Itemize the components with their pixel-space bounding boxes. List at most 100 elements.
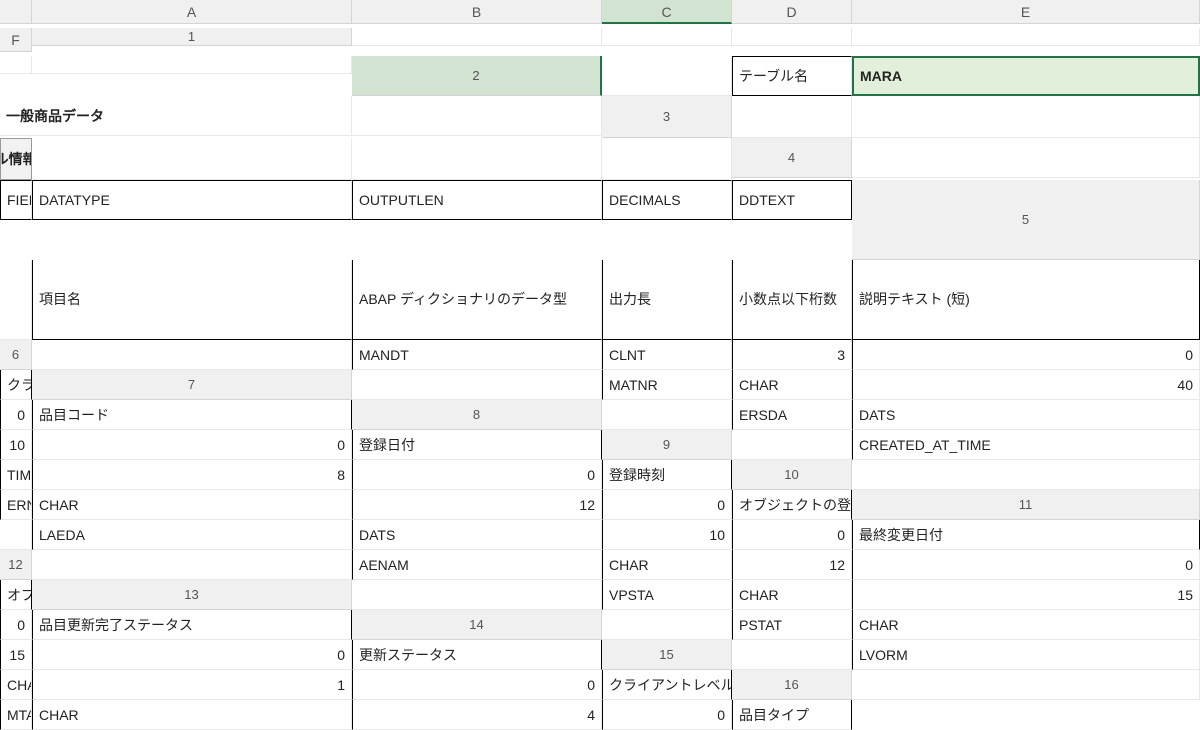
- cell-B9-fieldname[interactable]: CREATED_AT_TIME: [852, 430, 1200, 460]
- row-header-3[interactable]: 3: [602, 96, 732, 138]
- cell-F16-ddtext[interactable]: 品目タイプ: [732, 700, 852, 730]
- cell-A4[interactable]: [852, 138, 1200, 178]
- row-header-6[interactable]: 6: [0, 340, 32, 370]
- cell-E9-decimals[interactable]: 0: [352, 460, 602, 490]
- cell-B4-fieldname-header[interactable]: FIELDNAME: [0, 180, 32, 220]
- col-header-C[interactable]: C: [602, 0, 732, 24]
- cell-B13-fieldname[interactable]: VPSTA: [602, 580, 732, 610]
- cell-C7-datatype[interactable]: CHAR: [732, 370, 852, 400]
- cell-D6-outputlen[interactable]: 3: [732, 340, 852, 370]
- cell-C11-datatype[interactable]: DATS: [352, 520, 602, 550]
- cell-A2[interactable]: [602, 56, 732, 96]
- cell-F1[interactable]: [32, 56, 352, 74]
- row-header-16[interactable]: 16: [732, 670, 852, 700]
- col-header-F[interactable]: F: [0, 28, 32, 52]
- cell-B7-fieldname[interactable]: MATNR: [602, 370, 732, 400]
- row-header-5[interactable]: 5: [852, 180, 1200, 260]
- cell-F14-ddtext[interactable]: 更新ステータス: [352, 640, 602, 670]
- cell-E11-decimals[interactable]: 0: [732, 520, 852, 550]
- cell-A12[interactable]: [32, 550, 352, 580]
- cell-E7-decimals[interactable]: 0: [0, 400, 32, 430]
- cell-E12-decimals[interactable]: 0: [852, 550, 1200, 580]
- spreadsheet-grid[interactable]: A B C D E F 1 2 テーブル名 MARA 一般商品データ 3 テーブ…: [0, 0, 1200, 730]
- cell-D1[interactable]: [852, 28, 1200, 46]
- cell-F12-ddtext[interactable]: オブジェクト変更者名: [0, 580, 32, 610]
- cell-E10-decimals[interactable]: 0: [602, 490, 732, 520]
- cell-A13[interactable]: [352, 580, 602, 610]
- cell-C4-datatype-header[interactable]: DATATYPE: [32, 180, 352, 220]
- cell-F8-ddtext[interactable]: 登録日付: [352, 430, 602, 460]
- cell-A5[interactable]: [0, 260, 32, 340]
- cell-F11-ddtext[interactable]: 最終変更日付: [852, 520, 1200, 550]
- cell-C12-datatype[interactable]: CHAR: [602, 550, 732, 580]
- row-header-7[interactable]: 7: [32, 370, 352, 400]
- cell-C16-datatype[interactable]: CHAR: [32, 700, 352, 730]
- row-header-4[interactable]: 4: [732, 138, 852, 178]
- cell-B12-fieldname[interactable]: AENAM: [352, 550, 602, 580]
- cell-E8-decimals[interactable]: 0: [32, 430, 352, 460]
- cell-C15-datatype[interactable]: CHAR: [0, 670, 32, 700]
- cell-E5-decimals-label-jp[interactable]: 小数点以下桁数: [732, 260, 852, 340]
- cell-B1[interactable]: [602, 28, 732, 46]
- col-header-B[interactable]: B: [352, 0, 602, 24]
- cell-A10[interactable]: [852, 460, 1200, 490]
- cell-C2-table-name-value[interactable]: MARA: [852, 56, 1200, 96]
- row-header-15[interactable]: 15: [602, 640, 732, 670]
- cell-D15-outputlen[interactable]: 1: [32, 670, 352, 700]
- cell-F13-ddtext[interactable]: 品目更新完了ステータス: [32, 610, 352, 640]
- cell-F10-ddtext[interactable]: オブジェクトの登録担当者の名前: [732, 490, 852, 520]
- cell-C1[interactable]: [732, 28, 852, 46]
- cell-A3[interactable]: [732, 96, 852, 138]
- cell-F15-ddtext[interactable]: クライアントレベルでの品目削除フラ: [602, 670, 732, 700]
- row-header-12[interactable]: 12: [0, 550, 32, 580]
- cell-B5-fieldname-label-jp[interactable]: 項目名: [32, 260, 352, 340]
- cell-D10-outputlen[interactable]: 12: [352, 490, 602, 520]
- cell-D7-outputlen[interactable]: 40: [852, 370, 1200, 400]
- cell-D16-outputlen[interactable]: 4: [352, 700, 602, 730]
- cell-D5-outputlen-label-jp[interactable]: 出力長: [602, 260, 732, 340]
- cell-A15[interactable]: [732, 640, 852, 670]
- cell-F9-ddtext[interactable]: 登録時刻: [602, 460, 732, 490]
- cell-C8-datatype[interactable]: DATS: [852, 400, 1200, 430]
- cell-B3[interactable]: [852, 96, 1200, 138]
- cell-E6-decimals[interactable]: 0: [852, 340, 1200, 370]
- cell-F7-ddtext[interactable]: 品目コード: [32, 400, 352, 430]
- cell-B10-fieldname[interactable]: ERNAM: [0, 490, 32, 520]
- cell-D9-outputlen[interactable]: 8: [32, 460, 352, 490]
- cell-B6-fieldname[interactable]: MANDT: [352, 340, 602, 370]
- row-header-13[interactable]: 13: [32, 580, 352, 610]
- cell-B11-fieldname[interactable]: LAEDA: [32, 520, 352, 550]
- cell-B8-fieldname[interactable]: ERSDA: [732, 400, 852, 430]
- cell-D12-outputlen[interactable]: 12: [732, 550, 852, 580]
- cell-C5-datatype-label-jp[interactable]: ABAP ディクショナリのデータ型: [352, 260, 602, 340]
- row-header-9[interactable]: 9: [602, 430, 732, 460]
- cell-C9-datatype[interactable]: TIMS: [0, 460, 32, 490]
- cell-E15-decimals[interactable]: 0: [352, 670, 602, 700]
- row-header-8[interactable]: 8: [352, 400, 602, 430]
- cell-D13-outputlen[interactable]: 15: [852, 580, 1200, 610]
- cell-E3[interactable]: [352, 138, 602, 180]
- cell-B2-table-name-label[interactable]: テーブル名: [732, 56, 852, 96]
- select-all-corner[interactable]: [0, 0, 32, 24]
- cell-B16-fieldname[interactable]: MTART: [0, 700, 32, 730]
- cell-D11-outputlen[interactable]: 10: [602, 520, 732, 550]
- cell-A6[interactable]: [32, 340, 352, 370]
- cell-C10-datatype[interactable]: CHAR: [32, 490, 352, 520]
- fetch-table-info-button[interactable]: テーブル情報の取得: [0, 138, 32, 180]
- row-header-11[interactable]: 11: [852, 490, 1200, 520]
- col-header-A[interactable]: A: [32, 0, 352, 24]
- row-header-2[interactable]: 2: [352, 56, 602, 96]
- cell-B14-fieldname[interactable]: PSTAT: [732, 610, 852, 640]
- cell-A1[interactable]: [352, 28, 602, 46]
- cell-C6-datatype[interactable]: CLNT: [602, 340, 732, 370]
- col-header-D[interactable]: D: [732, 0, 852, 24]
- cell-A11[interactable]: [0, 520, 32, 550]
- cell-A8[interactable]: [602, 400, 732, 430]
- cell-E4-decimals-header[interactable]: DECIMALS: [602, 180, 732, 220]
- cell-F2[interactable]: [352, 96, 602, 136]
- cell-C13-datatype[interactable]: CHAR: [732, 580, 852, 610]
- row-header-1[interactable]: 1: [32, 28, 352, 46]
- cell-E13-decimals[interactable]: 0: [0, 610, 32, 640]
- row-header-14[interactable]: 14: [352, 610, 602, 640]
- cell-C14-datatype[interactable]: CHAR: [852, 610, 1200, 640]
